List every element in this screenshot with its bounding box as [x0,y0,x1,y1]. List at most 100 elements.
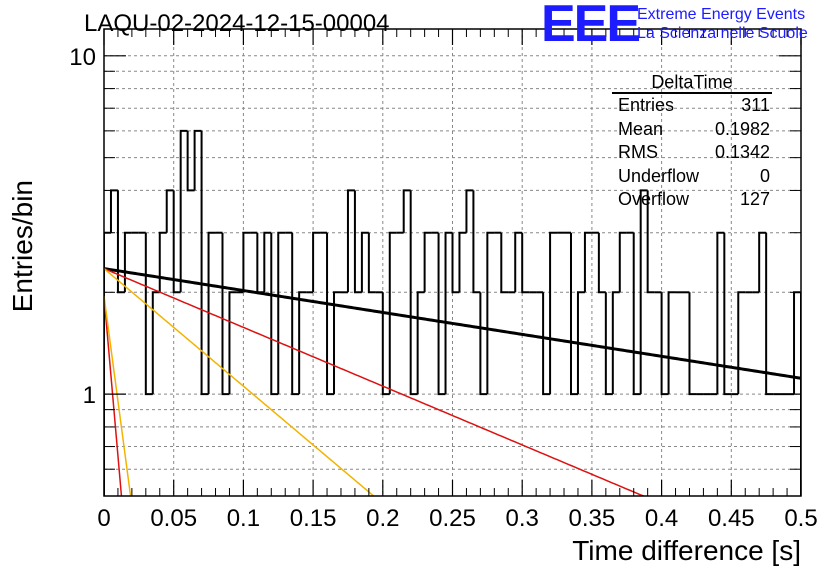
x-tick-label: 0.2 [366,505,399,532]
fit-curve [104,268,375,496]
histogram-bin [193,129,202,191]
eee-logo-mark: EEE [541,0,641,53]
stats-value: 311 [741,95,770,115]
histogram-bin [165,189,174,233]
histogram-bin [549,231,558,395]
histogram-bin [277,231,286,395]
histogram-bin [409,190,418,396]
fit-curves [104,267,801,496]
x-tick-label: 0.45 [708,505,755,532]
x-tick-label: 0.5 [784,505,817,532]
stats-value: 0.1982 [714,118,770,139]
fit-curve [104,295,132,496]
stats-row-rms: RMS 0.1342 [612,141,776,165]
histogram-bin [716,231,725,395]
histogram-bin [437,232,446,396]
histogram-bin [667,291,676,395]
histogram-bin [346,189,355,293]
histogram-bin [270,232,279,396]
histogram-bin [186,130,195,192]
histogram-bin [500,232,509,294]
histogram-bin [312,231,321,293]
x-tick-label: 0.35 [569,505,616,532]
histogram-bin [326,232,335,396]
histogram-bin [444,231,453,395]
histogram-bin [758,231,767,293]
histogram-bin [242,231,251,293]
histogram-bin [263,231,272,293]
histogram-bin [228,291,237,395]
stats-row-mean: Mean 0.1982 [612,118,776,142]
histogram-bin [291,232,300,396]
histogram-bin [618,231,627,293]
x-tick-label: 0.15 [290,505,337,532]
y-tick-label: 1 [83,382,96,409]
histogram-bin [367,232,376,294]
histogram-bin [521,232,530,294]
y-axis-label: Entries/bin [7,180,38,312]
histogram-bin [542,292,551,396]
histogram-bin [472,190,481,294]
histogram-bin [688,292,697,396]
stats-row-underflow: Underflow 0 [612,165,776,189]
grid-lines [104,29,801,496]
stats-label: Entries [618,95,675,115]
histogram-bin [116,190,125,294]
histogram-bin [737,291,746,395]
histogram-bin [765,232,774,396]
histogram-bin [646,190,655,294]
run-title: LAQU-02-2024-12-15-00004 [84,10,390,37]
fit-curve [104,295,123,496]
histogram-bin [597,232,606,294]
stats-box: DeltaTime Entries 311 Mean 0.1982 RMS 0.… [612,72,776,212]
histogram-bin [402,189,411,233]
histogram-bin [660,292,669,396]
histogram-bin [353,190,362,294]
histogram-bin [479,292,488,396]
histogram-bin [451,232,460,294]
fit-curve [104,267,801,380]
histogram-bin [151,291,160,395]
histogram-bin [583,231,592,293]
histogram-bin [200,130,209,396]
histogram-bin [723,232,732,396]
stats-label: RMS [618,142,658,162]
axis-ticks: 0 0.05 0.1 0.15 0.2 0.25 0.3 0.35 0.4 0.45 0.5 1 10 [69,29,818,532]
histogram-bin [388,231,397,395]
histogram-bin [360,231,369,293]
stats-box-title: DeltaTime [612,72,772,94]
histogram-bin [298,291,307,395]
x-tick-label: 0.4 [645,505,678,532]
histogram-bin [514,231,523,293]
histogram-bin [333,291,341,395]
y-tick-label: 10 [69,44,96,71]
histogram-bin [381,292,390,396]
histogram-bin [158,231,167,293]
x-tick-label: 0.1 [227,505,260,532]
histogram-bin [416,291,425,395]
x-tick-label: 0.3 [506,505,539,532]
histogram-bin [465,189,474,233]
histogram-bin [486,231,495,395]
stats-value: 127 [739,189,770,209]
stats-label: Overflow [618,189,690,209]
histogram-bin [576,291,585,395]
logo-line-2: La Scienza nelle Scuole [637,25,808,42]
histogram-bin [632,232,641,396]
histogram-bin [179,129,188,293]
stats-value: 0 [759,165,770,186]
histogram-bin [611,291,620,395]
histogram-bin [639,189,648,395]
histogram-bin [172,190,181,294]
x-tick-label: 0 [97,505,110,532]
histogram-bin [604,292,613,396]
fit-curve [104,267,646,496]
histogram-bin [458,231,467,293]
histogram-bin [207,231,216,395]
stats-value: 0.1342 [714,142,770,162]
histogram-bin [423,231,432,293]
stats-row-overflow: Overflow 127 [612,188,776,212]
stats-label: Underflow [618,165,700,186]
histogram-bin [569,232,578,396]
